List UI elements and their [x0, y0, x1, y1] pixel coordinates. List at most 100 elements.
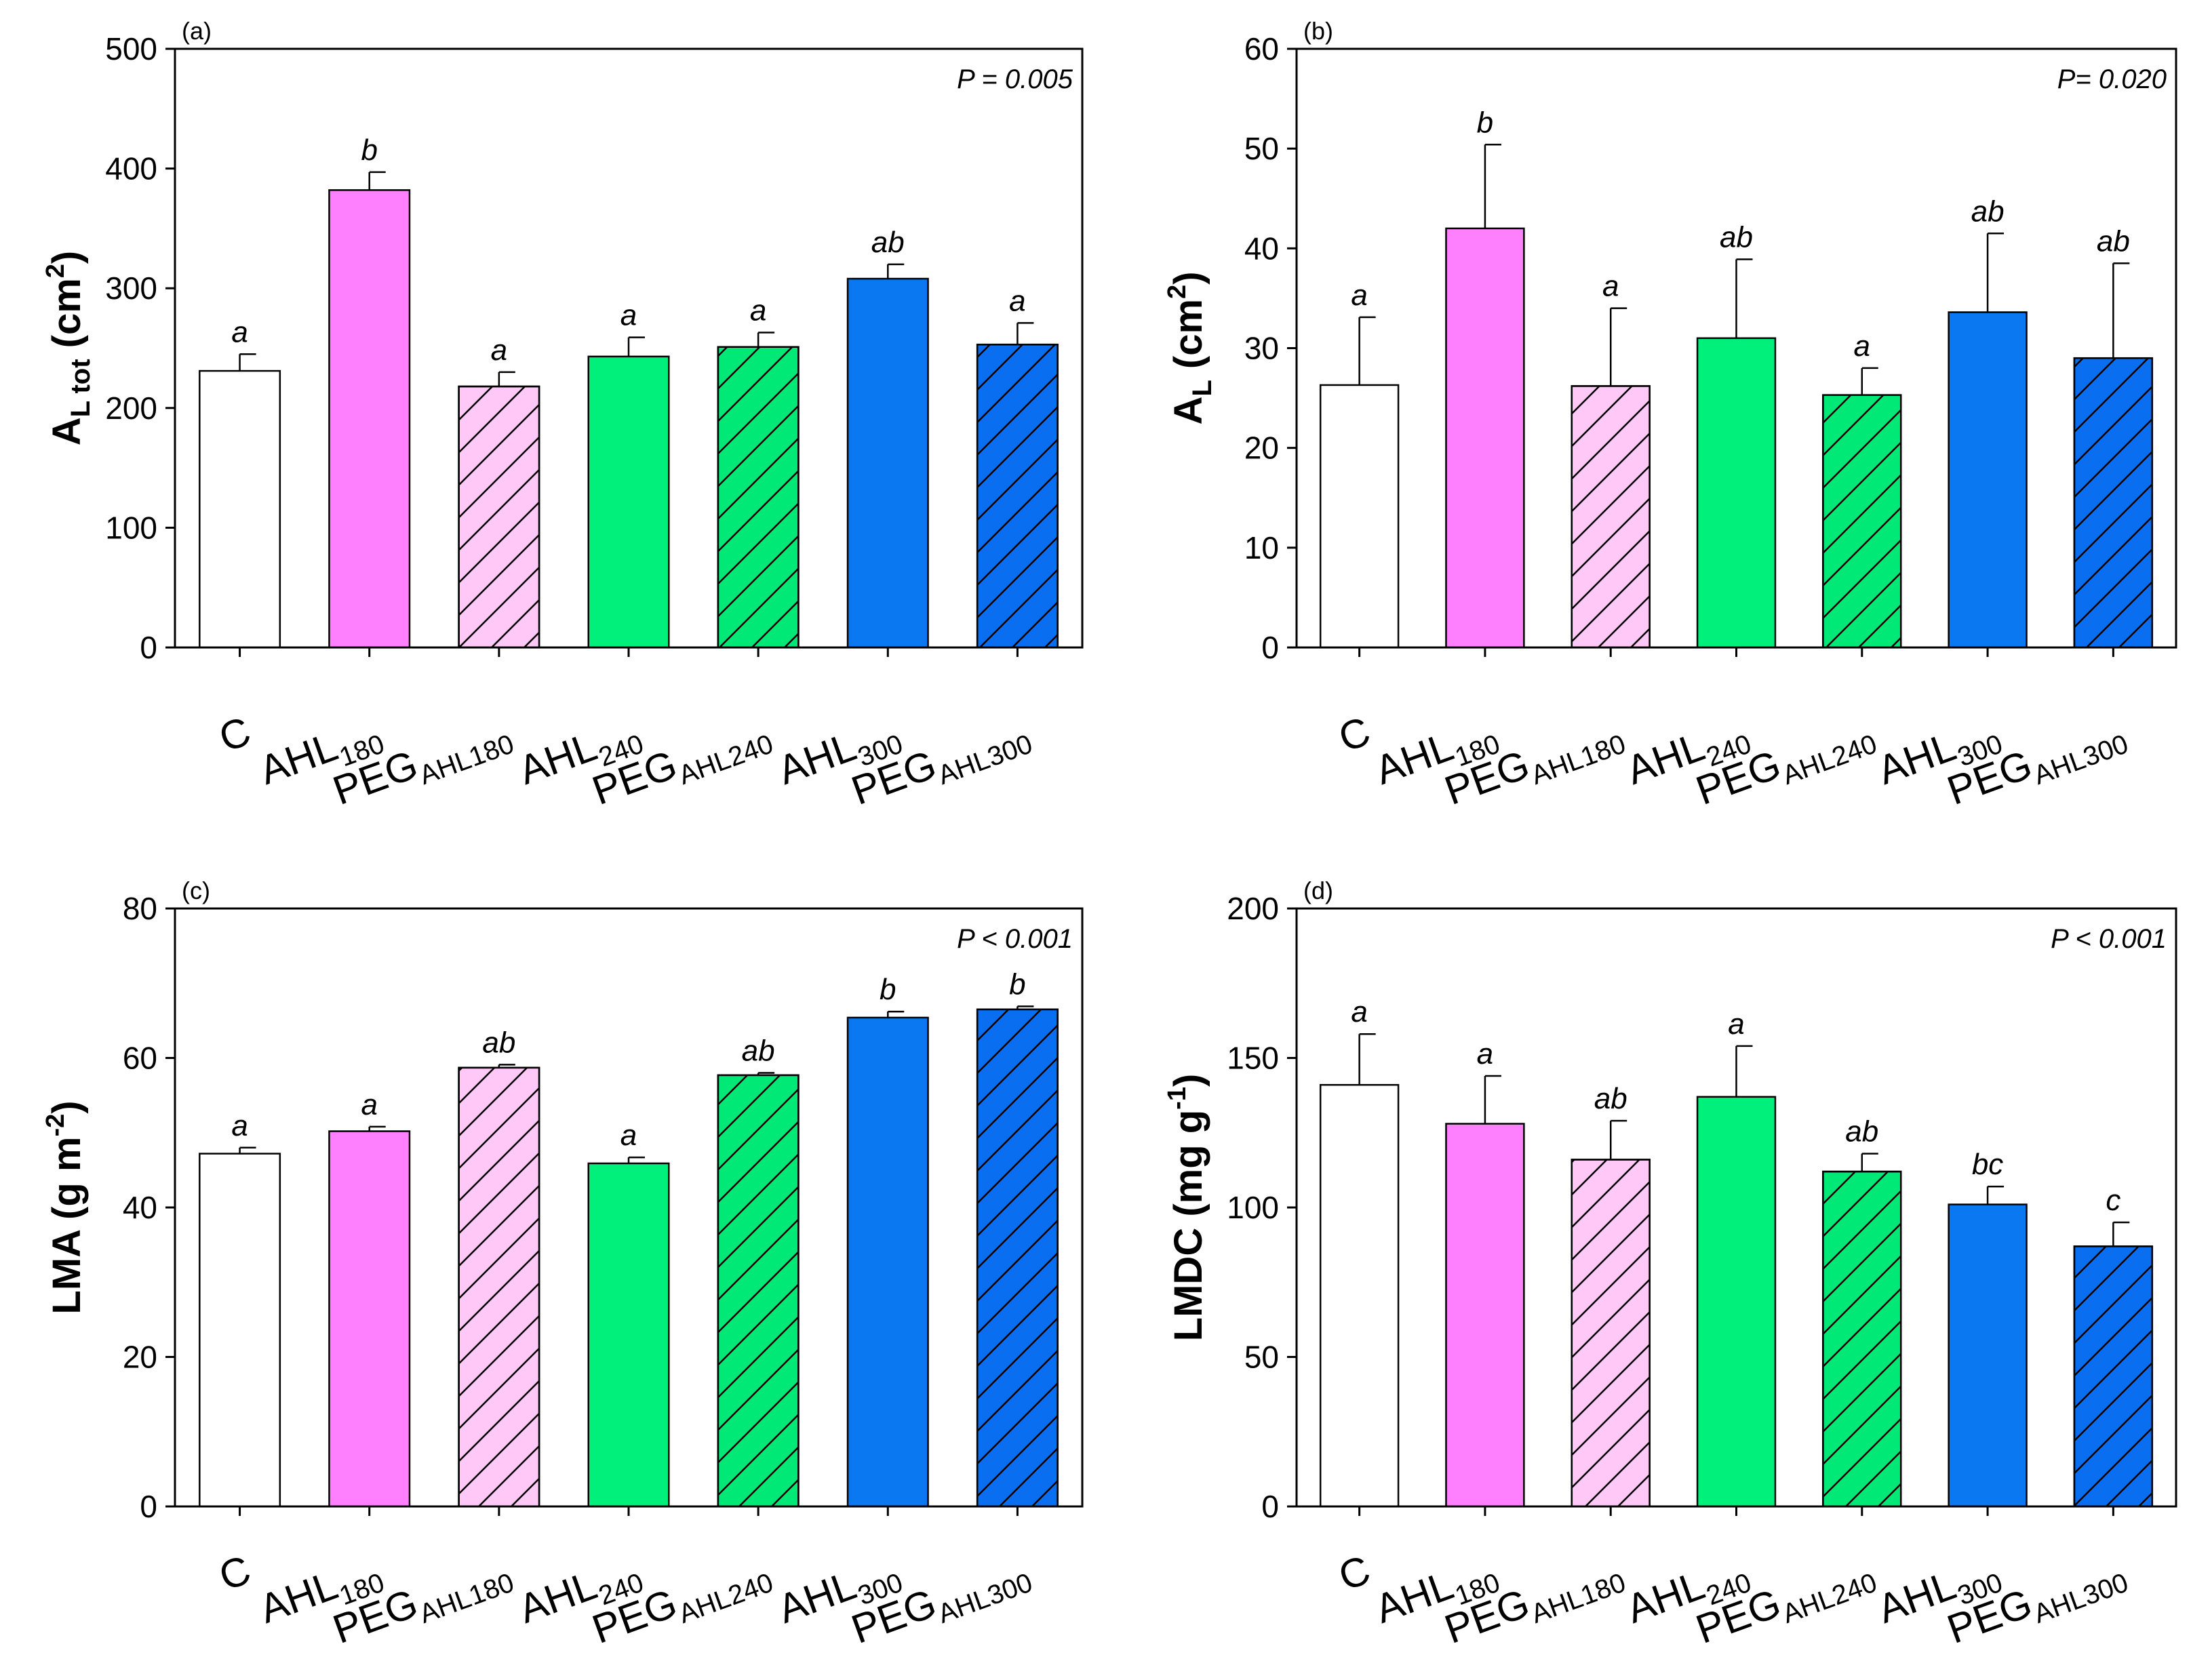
tick-label: PEGAHL240	[587, 1546, 777, 1658]
y-axis-label-part: L tot	[66, 359, 96, 417]
bar	[1948, 311, 2028, 649]
tick-label: C	[213, 708, 256, 761]
y-tick-label: 60	[123, 1041, 157, 1076]
y-tick-label: 0	[1261, 1489, 1279, 1524]
significance-letter: ab	[742, 1035, 775, 1068]
bar-hatch	[2073, 357, 2154, 649]
significance-letter: ab	[482, 1026, 515, 1059]
y-axis-label-part: -1	[1163, 1087, 1191, 1110]
y-axis-label-part: L	[1187, 380, 1217, 396]
y-tick-label: 30	[1244, 331, 1279, 366]
tick-label: PEGAHL300	[1941, 1546, 2132, 1658]
bar	[199, 1153, 281, 1508]
significance-letter: ab	[1845, 1115, 1878, 1148]
tick-label-sub: AHL240	[1779, 1567, 1881, 1629]
tick-label-main: C	[213, 1546, 256, 1599]
tick-label: PEGAHL180	[1439, 1546, 1630, 1658]
y-axis-label-part: )	[45, 251, 89, 264]
y-tick-label: 40	[1244, 231, 1279, 266]
significance-letter: a	[361, 1088, 377, 1121]
bar	[846, 277, 929, 649]
y-tick-label: 50	[1244, 1340, 1279, 1375]
y-tick-label: 0	[140, 630, 157, 665]
chart-panel-3: aCaAHL180abPEGAHL180aAHL240abPEGAHL240bc…	[1163, 877, 2177, 1658]
tick-label: PEGAHL300	[846, 708, 1036, 820]
tick-label-sub: AHL240	[675, 1567, 777, 1629]
y-axis-label: AL (cm2)	[1163, 271, 1217, 424]
y-axis-label-part: )	[1166, 1074, 1210, 1087]
y-axis-label: LMDC (mg g-1)	[1163, 1074, 1210, 1342]
bar	[1319, 384, 1400, 649]
significance-letter: a	[620, 299, 637, 332]
y-tick-label: 0	[1261, 630, 1279, 665]
y-tick-label: 150	[1227, 1041, 1279, 1076]
chart-panel-1: aCbAHL180aPEGAHL180abAHL240aPEGAHL240abA…	[1163, 17, 2177, 820]
y-axis-label-part: )	[45, 1100, 89, 1113]
p-value: P < 0.001	[2051, 924, 2167, 954]
y-axis-label-part: LMA (g m	[45, 1137, 89, 1315]
y-axis-label-part: 2	[41, 264, 70, 278]
bar	[328, 1130, 411, 1508]
y-axis-label-part: A	[45, 417, 89, 445]
significance-letter: ab	[1594, 1082, 1627, 1115]
bar	[199, 369, 281, 649]
bar	[1445, 227, 1525, 649]
significance-letter: ab	[871, 226, 905, 259]
significance-letter: a	[231, 315, 248, 348]
tick-label: C	[213, 1546, 256, 1599]
y-tick-label: 50	[1244, 131, 1279, 166]
bar-hatch	[458, 385, 540, 649]
bar	[846, 1016, 929, 1508]
significance-letter: a	[1728, 1007, 1744, 1041]
bar-hatch	[1571, 385, 1651, 649]
bar	[1445, 1123, 1525, 1508]
y-tick-label: 200	[1227, 891, 1279, 926]
significance-letter: a	[620, 1119, 637, 1152]
tick-label-sub: AHL300	[2030, 729, 2132, 791]
significance-letter: a	[1351, 279, 1367, 312]
tick-label-main: AHL	[513, 1562, 603, 1632]
significance-letter: b	[880, 973, 896, 1006]
tick-label-sub: AHL180	[1527, 729, 1630, 791]
tick-label: PEGAHL180	[327, 708, 517, 820]
y-tick-label: 100	[1227, 1190, 1279, 1225]
p-value: P= 0.020	[2057, 64, 2167, 94]
tick-label-sub: AHL300	[934, 729, 1036, 791]
bar	[1696, 337, 1777, 649]
y-axis-label-part: A	[1166, 397, 1210, 425]
significance-letter: c	[2106, 1184, 2120, 1217]
y-axis-label-part: )	[1166, 271, 1210, 284]
significance-letter: b	[1009, 967, 1025, 1001]
tick-label-main: AHL	[254, 1562, 344, 1632]
bar	[587, 355, 670, 649]
y-tick-label: 200	[105, 391, 157, 426]
y-tick-label: 10	[1244, 530, 1279, 565]
significance-letter: a	[491, 334, 507, 367]
tick-label: PEGAHL300	[1941, 708, 2132, 820]
significance-letter: ab	[1971, 195, 2005, 228]
tick-label-sub: AHL180	[416, 1567, 518, 1629]
y-axis-label-part: 2	[1163, 285, 1191, 299]
y-tick-label: 40	[123, 1190, 157, 1225]
tick-label: PEGAHL240	[1690, 708, 1880, 820]
y-axis-label-part: (cm	[1166, 299, 1210, 380]
y-tick-label: 60	[1244, 31, 1279, 66]
bar-hatch	[1571, 1159, 1651, 1508]
y-tick-label: 400	[105, 151, 157, 186]
y-tick-label: 300	[105, 271, 157, 306]
tick-label: PEGAHL300	[846, 1546, 1036, 1658]
tick-label-main: AHL	[772, 1562, 862, 1632]
bar	[1948, 1203, 2028, 1508]
y-tick-label: 500	[105, 31, 157, 66]
y-tick-label: 0	[140, 1489, 157, 1524]
chart-panel-0: a Cb AHL180 a PEGAHL180 a AHL240 a PEGAHL240 ab AH…	[41, 17, 1084, 820]
significance-letter: a	[1477, 1037, 1493, 1071]
tick-label-main: AHL	[772, 723, 862, 793]
p-value: P < 0.001	[957, 924, 1073, 954]
significance-letter: a	[1602, 270, 1619, 303]
tick-label-main: AHL	[513, 723, 603, 793]
y-tick-label: 100	[105, 510, 157, 545]
tick-label-main: C	[213, 708, 256, 761]
y-tick-label: 20	[123, 1340, 157, 1375]
